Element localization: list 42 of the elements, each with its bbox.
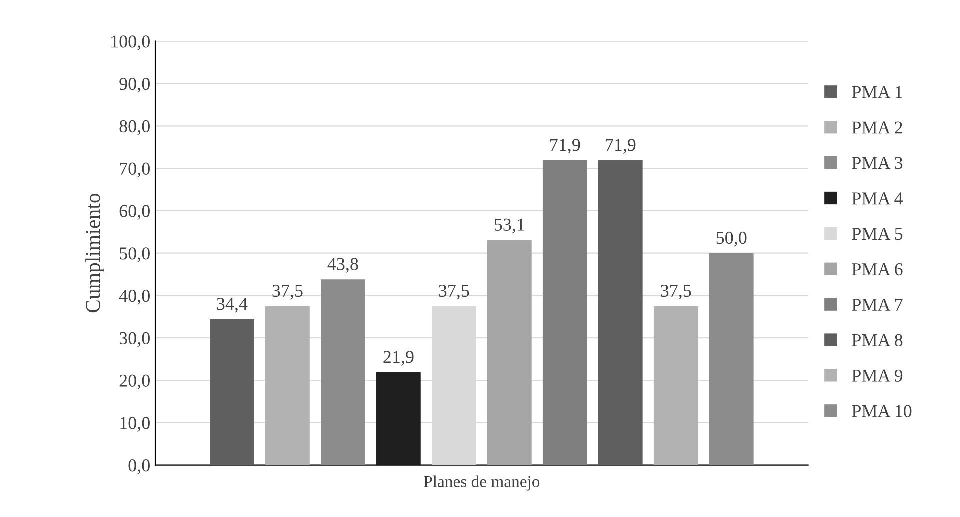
bar	[376, 372, 421, 466]
legend-label: PMA 9	[852, 370, 903, 382]
y-tick-label: 20,0	[120, 374, 150, 390]
y-tick-label: 0,0	[128, 460, 150, 474]
y-axis-title: Cumplimiento	[86, 194, 104, 313]
y-tick-label: 10,0	[120, 417, 150, 432]
legend-label: PMA 10	[852, 405, 912, 418]
bar	[542, 160, 588, 466]
data-label: 43,8	[328, 258, 358, 273]
y-tick-label: 80,0	[120, 120, 150, 136]
bar	[654, 306, 698, 466]
y-tick-label: 100,0	[112, 36, 150, 50]
bar	[598, 160, 643, 466]
bar	[321, 280, 366, 466]
legend-label: PMA 3	[852, 157, 903, 170]
data-label: 34,4	[217, 298, 248, 313]
data-label: 50,0	[716, 232, 747, 247]
x-axis-title: Planes de manejo	[424, 476, 540, 491]
y-tick-label: 50,0	[120, 248, 150, 262]
y-tick-label: 60,0	[120, 205, 150, 220]
y-tick-label: 40,0	[119, 290, 150, 305]
legend-label: PMA 2	[852, 122, 902, 134]
legend-label: PMA 4	[852, 192, 904, 205]
data-label: 53,1	[494, 218, 524, 234]
y-tick-label: 70,0	[120, 162, 150, 178]
bar	[487, 240, 532, 466]
data-label: 21,9	[384, 351, 414, 366]
data-label: 71,9	[550, 139, 580, 154]
legend-label: PMA 8	[852, 334, 903, 347]
y-tick-label: 30,0	[120, 332, 150, 348]
legend-label: PMA 7	[852, 298, 903, 311]
legend-label: PMA 6	[852, 263, 903, 276]
legend-label: PMA 1	[852, 86, 902, 98]
y-tick-label: 90,0	[120, 78, 150, 93]
data-label: 37,5	[661, 284, 692, 300]
bar	[266, 306, 310, 466]
data-label: 37,5	[272, 284, 303, 300]
legend-label: PMA 5	[852, 228, 903, 240]
data-label: 71,9	[606, 139, 636, 154]
data-label: 37,5	[439, 284, 470, 300]
bar	[709, 253, 754, 466]
bar	[210, 319, 254, 466]
